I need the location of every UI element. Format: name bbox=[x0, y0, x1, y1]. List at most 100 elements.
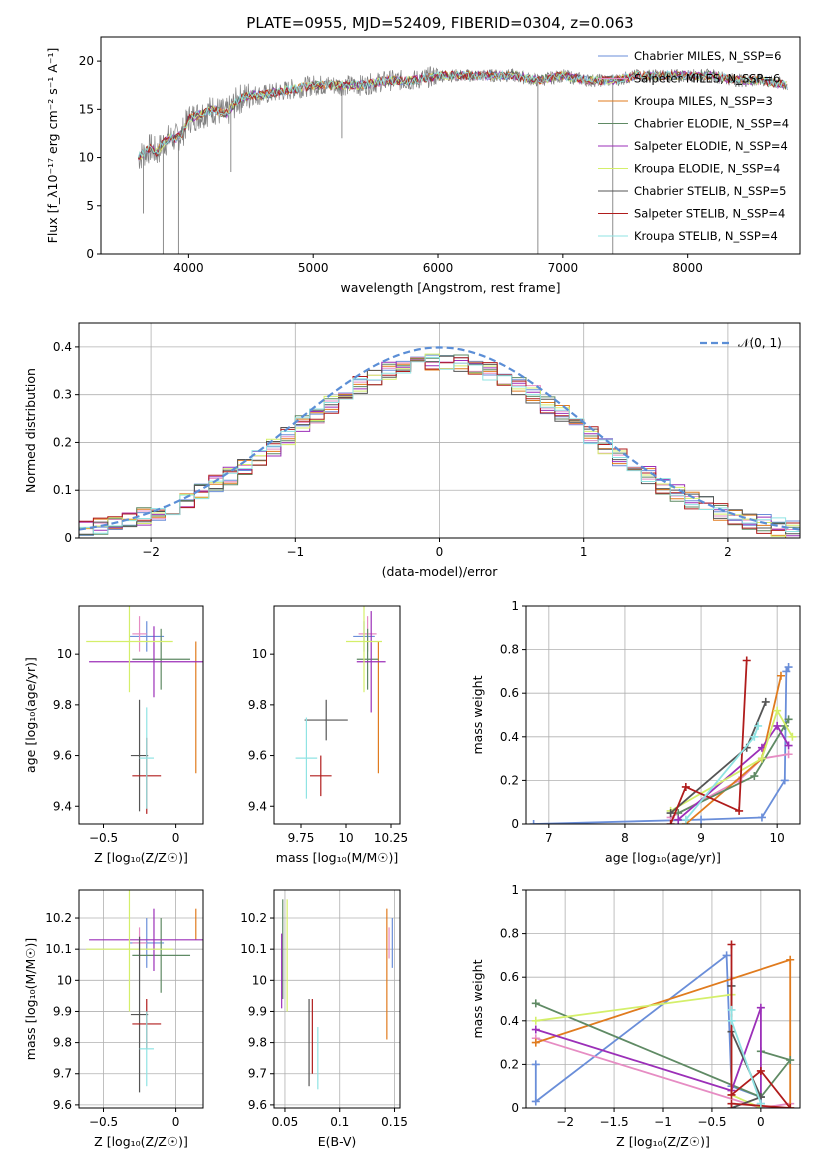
y-tick-label: 0 bbox=[511, 1101, 519, 1115]
x-axis-label: Z [log₁₀(Z/Z☉)] bbox=[94, 850, 188, 865]
weight-marker-kroupa_stelib bbox=[756, 1099, 765, 1108]
weight-marker-salpeter_stelib bbox=[681, 782, 690, 791]
weight-marker-kroupa_elodie bbox=[757, 754, 766, 763]
weight-marker-chabrier_miles bbox=[697, 815, 706, 824]
x-axis-label: Z [log₁₀(Z/Z☉)] bbox=[616, 1134, 710, 1149]
y-tick-label: 15 bbox=[79, 102, 94, 116]
weight-marker-kroupa_stelib bbox=[754, 721, 763, 730]
y-tick-label: 0.8 bbox=[500, 927, 519, 941]
y-tick-label: 9.6 bbox=[53, 749, 72, 763]
weight-marker-kroupa_stelib bbox=[727, 1005, 736, 1014]
y-tick-label: 0.2 bbox=[500, 773, 519, 787]
y-axis-label: Flux [f_λ10⁻¹⁷ erg cm⁻² s⁻¹ A⁻¹] bbox=[45, 48, 60, 244]
weight-marker-salpeter_miles bbox=[784, 750, 793, 759]
plot-frame bbox=[525, 889, 801, 1109]
y-tick-label: 10.2 bbox=[45, 911, 72, 925]
weight-marker-chabrier_miles bbox=[782, 667, 791, 676]
age-vs-Z-marks bbox=[86, 606, 203, 814]
weight-marker-chabrier_miles bbox=[531, 1097, 540, 1106]
y-tick-label: 10.1 bbox=[240, 942, 267, 956]
y-tick-label: 0.2 bbox=[53, 435, 72, 449]
y-tick-label: 0.1 bbox=[53, 483, 72, 497]
errorbar-point-kroupa_elodie bbox=[86, 606, 173, 693]
weight-marker-salpeter_elodie bbox=[674, 815, 683, 824]
y-tick-label: 9.9 bbox=[248, 1004, 267, 1018]
weight-marker-salpeter_elodie bbox=[784, 741, 793, 750]
errorbar-point-kroupa_stelib bbox=[295, 717, 318, 799]
x-tick-label: −0.5 bbox=[89, 831, 118, 845]
x-tick-label: 8 bbox=[621, 831, 629, 845]
legend-label-chabrier_stelib: Chabrier STELIB, N_SSP=5 bbox=[634, 184, 786, 198]
weight-line-salpeter_stelib bbox=[669, 660, 748, 824]
y-tick-label: 0.4 bbox=[500, 730, 519, 744]
weight-marker-salpeter_stelib bbox=[786, 1104, 795, 1108]
mass-vs-Z-marks bbox=[86, 890, 203, 1093]
weight-marker-salpeter_stelib bbox=[666, 820, 675, 824]
mass-vs-ebv-panel: 0.05 0.1 0.15 9.6 9.7 9.8 9.9 10 10.1 10.2 E(B-V) bbox=[240, 889, 408, 1149]
x-tick-label: 4000 bbox=[173, 261, 204, 275]
mass-vs-ebv-marks bbox=[281, 899, 393, 1090]
x-tick-label: 7000 bbox=[548, 261, 579, 275]
age-vs-mass-panel: 9.75 10 10.25 9.4 9.6 9.8 10 mass [log₁₀(M/M☉)] bbox=[248, 605, 408, 865]
weight-marker-kroupa_stelib bbox=[750, 732, 759, 741]
weight-marker-chabrier_miles bbox=[529, 820, 538, 824]
age-vs-mass-marks bbox=[295, 606, 386, 799]
y-tick-label: 0 bbox=[86, 247, 94, 261]
weight-marker-salpeter_stelib bbox=[735, 806, 744, 815]
x-tick-label: −1 bbox=[654, 1115, 672, 1129]
y-tick-label: 0.6 bbox=[500, 970, 519, 984]
y-tick-label: 10 bbox=[57, 647, 72, 661]
errorbar-point-chabrier_miles bbox=[129, 621, 165, 652]
y-axis-label: age [log₁₀(age/yr)] bbox=[23, 657, 38, 773]
x-tick-label: 0 bbox=[436, 545, 444, 559]
plot-frame bbox=[100, 36, 801, 255]
age-vs-Z-panel: −0.5 0 9.4 9.6 9.8 10 Z [log₁₀(Z/Z☉)] age [log₁… bbox=[23, 605, 204, 865]
x-axis-label: mass [log₁₀(M/M☉)] bbox=[276, 850, 398, 865]
weight-line-chabrier_miles bbox=[533, 666, 790, 824]
errorbar-point-chabrier_stelib bbox=[304, 699, 348, 741]
weight-marker-salpeter_stelib bbox=[742, 656, 751, 665]
x-tick-label: −2 bbox=[556, 1115, 574, 1129]
weight-line-kroupa_elodie bbox=[535, 993, 762, 1108]
x-tick-label: −0.5 bbox=[89, 1115, 118, 1129]
weight-marker-kroupa_miles bbox=[531, 1038, 540, 1047]
weight-marker-chabrier_elodie bbox=[750, 772, 759, 781]
y-tick-label: 1 bbox=[511, 599, 519, 613]
legend-label-chabrier_elodie: Chabrier ELODIE, N_SSP=4 bbox=[634, 117, 789, 131]
y-axis-label: Normed distribution bbox=[23, 368, 38, 493]
legend-label-salpeter_elodie: Salpeter ELODIE, N_SSP=4 bbox=[634, 139, 788, 153]
weight-marker-salpeter_elodie bbox=[756, 1003, 765, 1012]
x-axis-label: E(B-V) bbox=[318, 1134, 357, 1149]
x-tick-label: 8000 bbox=[672, 261, 703, 275]
weight-marker-chabrier_miles bbox=[784, 663, 793, 672]
x-tick-label: 0 bbox=[757, 1115, 765, 1129]
model-spectrum-salpeter_stelib bbox=[138, 69, 788, 161]
y-tick-label: 10 bbox=[57, 973, 72, 987]
x-tick-label: 1 bbox=[580, 545, 588, 559]
weight-marker-chabrier_miles bbox=[780, 776, 789, 785]
weight-marker-kroupa_stelib bbox=[727, 1016, 736, 1025]
weight-line-salpeter_elodie bbox=[535, 1007, 762, 1108]
model-spectrum-kroupa_stelib bbox=[137, 69, 788, 158]
x-tick-label: 0 bbox=[172, 1115, 180, 1129]
legend-label-salpeter_stelib: Salpeter STELIB, N_SSP=4 bbox=[634, 207, 785, 221]
y-tick-label: 0.4 bbox=[53, 340, 72, 354]
y-tick-label: 9.8 bbox=[53, 1036, 72, 1050]
weight-marker-chabrier_miles bbox=[757, 813, 766, 822]
y-tick-label: 9.4 bbox=[248, 799, 267, 813]
x-tick-label: 10 bbox=[338, 831, 353, 845]
weight-marker-chabrier_miles bbox=[722, 951, 731, 960]
y-tick-label: 10 bbox=[252, 973, 267, 987]
weight-line-salpeter_elodie bbox=[677, 724, 790, 821]
y-tick-label: 9.6 bbox=[248, 749, 267, 763]
weight-line-kroupa_stelib bbox=[730, 1009, 762, 1104]
y-tick-label: 9.8 bbox=[248, 698, 267, 712]
x-tick-label: 7 bbox=[545, 831, 553, 845]
errorbar-point-salpeter_elodie bbox=[89, 626, 203, 698]
x-tick-label: 9.75 bbox=[288, 831, 315, 845]
y-tick-label: 10 bbox=[252, 647, 267, 661]
weight-vs-Z-panel: −2 −1.5 −1 −0.5 0 0 0.2 0.4 0.6 0.8 1 Z [log₁₀(Z/Z☉… bbox=[470, 883, 801, 1149]
y-tick-label: 9.7 bbox=[53, 1067, 72, 1081]
weight-line-chabrier_elodie bbox=[535, 1002, 792, 1099]
